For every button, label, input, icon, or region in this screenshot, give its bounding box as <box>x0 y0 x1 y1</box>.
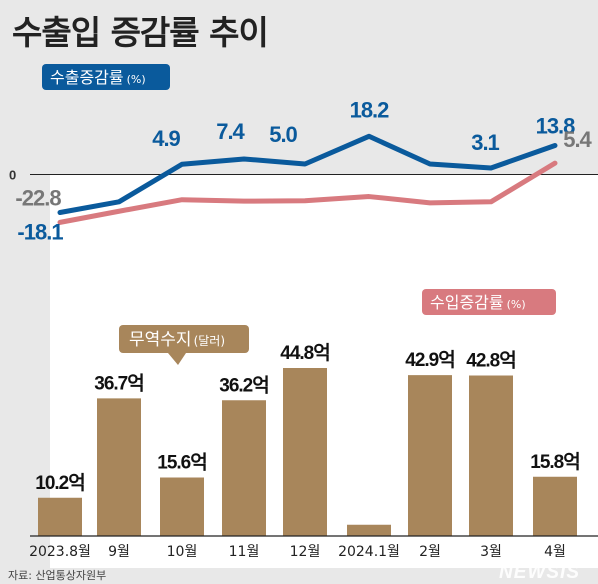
trade-balance-value-label: 15.8억 <box>530 451 579 473</box>
x-tick-label: 3월 <box>480 544 502 560</box>
zero-tick-label: 0 <box>9 168 16 183</box>
export-legend-label: 수출증감률 (%) <box>50 68 146 87</box>
x-tick-label: 2024.1월 <box>338 544 400 560</box>
x-tick-label: 4월 <box>544 544 566 560</box>
export-value-label: 13.8 <box>536 114 576 139</box>
trade-balance-bar <box>408 375 452 536</box>
trade-balance-value-label: 10.2억 <box>35 472 84 494</box>
export-value-label: 3.1 <box>471 130 499 155</box>
trade-balance-value-label: 36.7억 <box>94 372 143 394</box>
export-value-label: -18.1 <box>17 220 63 245</box>
import-value-label: -22.8 <box>15 185 61 210</box>
trade-balance-value-label: 15.6억 <box>157 452 206 474</box>
trade-balance-bar <box>97 398 141 536</box>
x-tick-label: 9월 <box>108 544 130 560</box>
trade-balance-value-label: 42.9억 <box>405 349 454 371</box>
trade-balance-bar <box>160 477 204 536</box>
trade-balance-bar <box>469 375 513 536</box>
export-value-label: 18.2 <box>350 97 390 122</box>
trade-balance-bar <box>38 497 82 536</box>
export-value-label: 7.4 <box>216 119 245 144</box>
trade-balance-bar <box>222 400 266 536</box>
trade-balance-value-label: 36.2억 <box>219 374 268 396</box>
page-title: 수출입 증감률 추이 <box>12 13 269 52</box>
trade-legend-badge <box>119 325 249 353</box>
export-growth-line <box>57 133 558 216</box>
import-value-label: 5.4 <box>563 127 592 152</box>
trade-legend-pointer <box>168 353 186 365</box>
trade-balance-value-label: 44.8억 <box>280 342 329 364</box>
source-note: 자료: 산업통상자원부 <box>8 569 107 582</box>
x-tick-label: 12월 <box>290 544 321 560</box>
trade-balance-bar <box>283 368 327 536</box>
x-tick-label: 10월 <box>167 544 198 560</box>
trade-balance-bar <box>347 524 391 536</box>
trade-legend-label: 무역수지 (달러) <box>129 330 225 350</box>
trade-balance-bar <box>533 476 577 536</box>
export-legend-badge <box>42 64 170 90</box>
x-tick-label: 2023.8월 <box>29 544 91 560</box>
x-tick-label: 2월 <box>419 544 441 560</box>
export-value-label: 5.0 <box>269 122 297 147</box>
watermark-logo: NEWSIS <box>499 562 580 583</box>
x-tick-label: 11월 <box>229 544 260 560</box>
trade-balance-value-label: 42.8억 <box>466 350 515 372</box>
import-legend-badge <box>422 289 556 315</box>
import-growth-line <box>57 160 558 225</box>
export-value-label: 4.9 <box>152 126 180 151</box>
import-legend-label: 수입증감률 (%) <box>430 293 526 312</box>
